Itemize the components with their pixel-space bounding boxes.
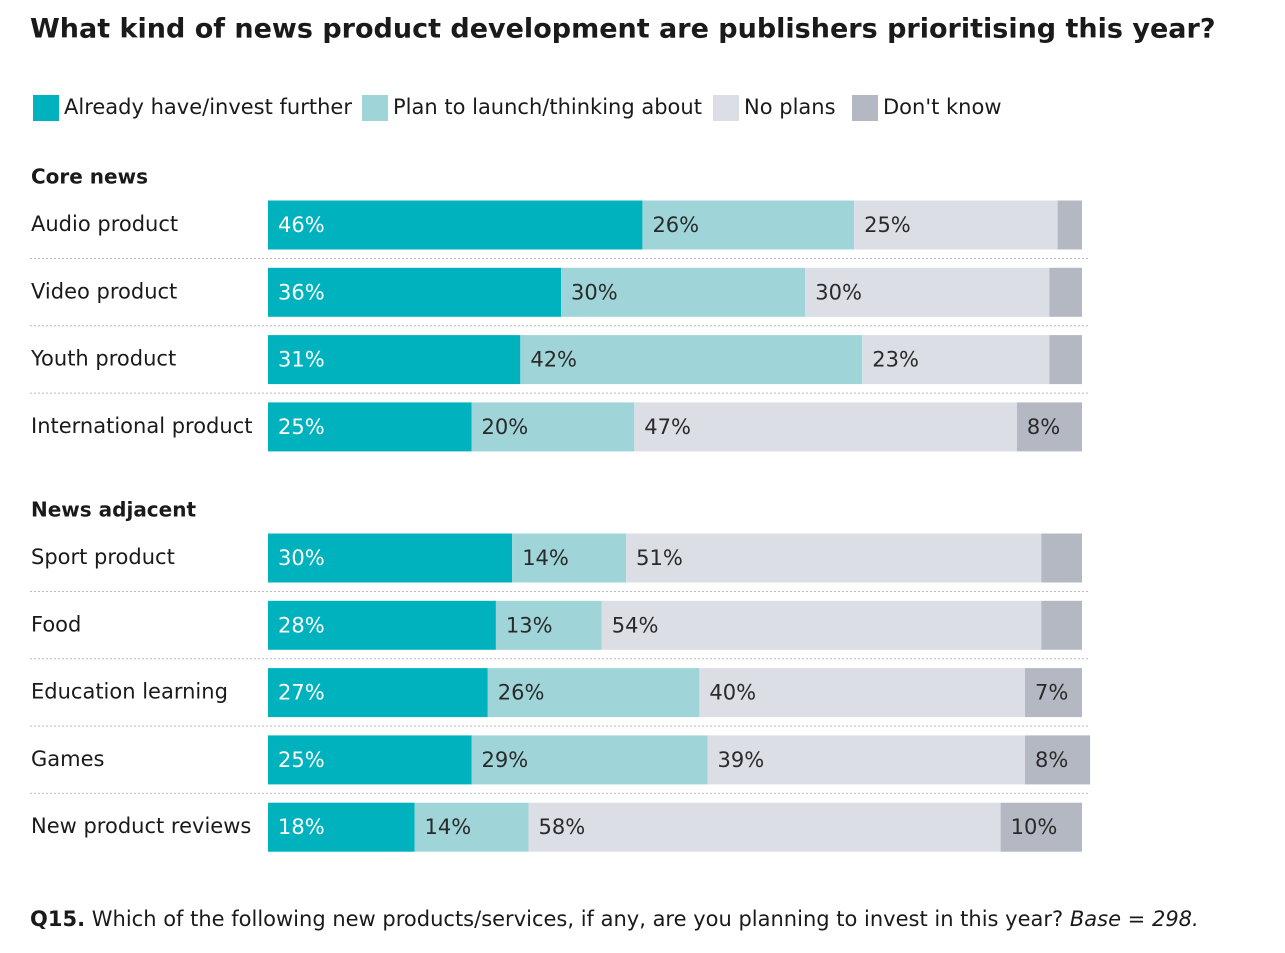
bar-segment (1049, 267, 1082, 317)
bar-segment (1025, 668, 1082, 718)
bar-segment (268, 735, 472, 785)
value-label: 7% (1035, 681, 1068, 705)
bar-segment (268, 802, 415, 852)
note-text: Which of the following new products/serv… (92, 907, 1063, 931)
value-label: 27% (278, 681, 325, 705)
legend-swatch (33, 95, 59, 121)
value-label: 30% (571, 280, 618, 304)
value-label: 29% (482, 748, 529, 772)
group-header: Core news (31, 165, 148, 189)
footnote: Q15. Which of the following new products… (30, 907, 1199, 931)
value-label: 18% (278, 815, 325, 839)
value-label: 39% (718, 748, 765, 772)
bar-segment (561, 267, 806, 317)
bar-segment (1000, 802, 1082, 852)
value-label: 14% (425, 815, 472, 839)
bar-segment (414, 802, 529, 852)
bar-segment (268, 335, 521, 385)
bar-segment (854, 200, 1058, 250)
value-label: 10% (1011, 815, 1058, 839)
bar-segment (512, 533, 627, 583)
bar-segment (268, 200, 643, 250)
value-label: 40% (709, 681, 756, 705)
value-label: 25% (864, 213, 911, 237)
bar-segment (1041, 600, 1082, 650)
bar-segment (268, 668, 488, 718)
group-header: News adjacent (31, 498, 196, 522)
value-label: 14% (522, 546, 569, 570)
value-label: 47% (644, 415, 691, 439)
value-label: 51% (636, 546, 683, 570)
bar-segment (634, 402, 1017, 452)
value-label: 26% (652, 213, 699, 237)
bar-segment (601, 600, 1042, 650)
bar-segment (862, 335, 1050, 385)
bar-segment (1025, 735, 1091, 785)
bar-segment (471, 402, 635, 452)
value-label: 30% (815, 280, 862, 304)
category-label: Food (31, 612, 81, 636)
legend-label: Already have/invest further (64, 95, 352, 119)
bar-segment (528, 802, 1001, 852)
value-label: 23% (872, 348, 919, 372)
value-label: 46% (278, 213, 325, 237)
category-label: New product reviews (31, 814, 251, 838)
legend-label: Don't know (883, 95, 1002, 119)
bar-segment (268, 533, 513, 583)
category-label: Video product (31, 279, 177, 303)
note-label: Q15. (30, 907, 85, 931)
value-label: 8% (1027, 415, 1060, 439)
legend-swatch (362, 95, 388, 121)
value-label: 42% (530, 348, 577, 372)
value-label: 20% (482, 415, 529, 439)
legend-label: Plan to launch/thinking about (393, 95, 702, 119)
chart-title: What kind of news product development ar… (30, 14, 1215, 45)
bar-segment (1049, 335, 1082, 385)
legend-label: No plans (744, 95, 836, 119)
value-label: 30% (278, 546, 325, 570)
value-label: 8% (1035, 748, 1068, 772)
bar-segment (268, 600, 496, 650)
bar-segment (520, 335, 863, 385)
legend-swatch (852, 95, 878, 121)
bar-segment (487, 668, 700, 718)
bar-segment (642, 200, 855, 250)
value-label: 31% (278, 348, 325, 372)
bar-segment (805, 267, 1050, 317)
bar-segment (699, 668, 1026, 718)
bar-segment (707, 735, 1026, 785)
bar-segment (1041, 533, 1082, 583)
category-label: Education learning (31, 680, 228, 704)
bar-segment (471, 735, 708, 785)
value-label: 26% (498, 681, 545, 705)
category-label: Games (31, 747, 104, 771)
category-label: Audio product (31, 212, 178, 236)
category-label: Sport product (31, 545, 175, 569)
value-label: 25% (278, 415, 325, 439)
value-label: 13% (506, 613, 553, 637)
bar-segment (268, 402, 472, 452)
value-label: 58% (538, 815, 585, 839)
value-label: 36% (278, 280, 325, 304)
category-label: International product (31, 414, 252, 438)
bar-segment (1057, 200, 1082, 250)
value-label: 54% (612, 613, 659, 637)
category-label: Youth product (30, 347, 176, 371)
value-label: 25% (278, 748, 325, 772)
bar-segment (626, 533, 1042, 583)
note-base: Base = 298. (1070, 907, 1199, 931)
legend-swatch (713, 95, 739, 121)
bar-segment (1016, 402, 1082, 452)
value-label: 28% (278, 613, 325, 637)
bar-segment (495, 600, 602, 650)
bar-segment (268, 267, 562, 317)
